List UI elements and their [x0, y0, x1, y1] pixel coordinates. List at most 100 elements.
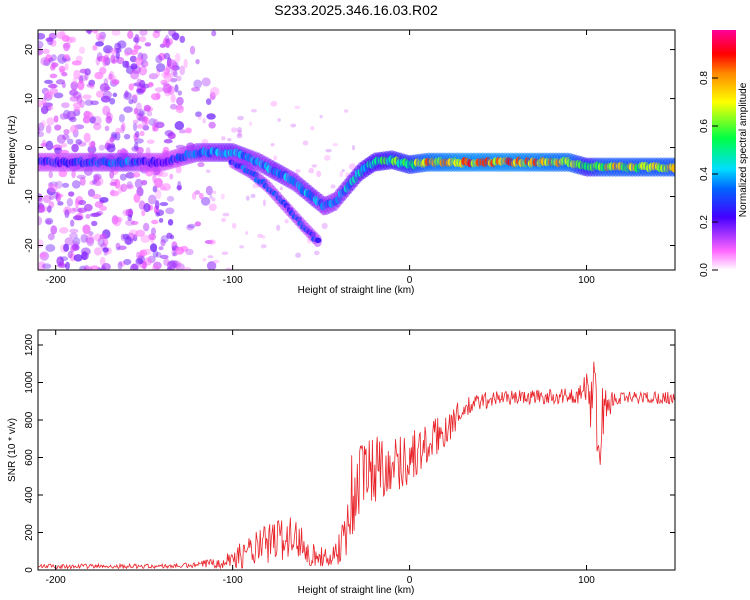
- spectrogram-noise-blob: [55, 79, 66, 85]
- spectrogram-noise-blob: [176, 185, 182, 191]
- spectrogram-noise-blob: [125, 60, 130, 69]
- spectrogram-noise-blob: [148, 73, 159, 80]
- spectrogram-noise-blob: [108, 70, 115, 81]
- spectrogram-noise-blob: [133, 107, 139, 115]
- spectrogram-noise-blob: [175, 105, 185, 114]
- spectrogram-noise-blob: [341, 169, 345, 173]
- spectrogram-noise-blob: [57, 201, 64, 206]
- spectrogram-noise-blob: [83, 132, 91, 143]
- spectrogram-noise-blob: [63, 129, 70, 135]
- spectrogram-noise-blob: [209, 239, 216, 245]
- spectrogram-noise-blob: [78, 46, 86, 54]
- spectrogram-noise-blob: [169, 173, 174, 180]
- spectrogram-noise-blob: [155, 211, 161, 217]
- spectrogram-noise-blob: [120, 124, 125, 134]
- spectrogram-noise-blob: [110, 54, 116, 64]
- spectrogram-noise-blob: [38, 239, 44, 249]
- spectrogram-noise-blob: [290, 123, 297, 128]
- spectrogram-noise-blob: [115, 50, 120, 60]
- snr-xtick-label: 0: [407, 575, 413, 586]
- spectrogram-noise-blob: [129, 55, 137, 63]
- colorbar-axes: 0.0 0.2 0.4 0.6 0.8: [699, 71, 718, 277]
- spectrogram-noise-blob: [186, 224, 195, 231]
- spectrogram-noise-blob: [89, 180, 95, 186]
- spectrogram-noise-blob: [70, 81, 79, 91]
- spectrogram-noise-blob: [171, 247, 177, 257]
- spectrogram-noise-blob: [93, 247, 102, 256]
- spectrogram-noise-blob: [38, 49, 44, 55]
- spectrogram-noise-blob: [179, 35, 186, 44]
- spectrogram-noise-blob: [163, 52, 171, 60]
- spectrogram-noise-blob: [148, 233, 157, 241]
- spectrogram-noise-blob: [120, 183, 128, 192]
- spectrogram-noise-blob: [50, 54, 57, 62]
- spectrogram-noise-blob: [50, 64, 56, 71]
- spectrogram-noise-blob: [54, 180, 63, 189]
- spectrogram-noise-blob: [69, 89, 78, 96]
- spectrogram-noise-blob: [69, 116, 77, 123]
- spectrogram-noise-blob: [136, 123, 144, 129]
- spectrogram-noise-blob: [132, 234, 138, 242]
- spectrogram-noise-blob: [114, 178, 121, 189]
- spectrogram-noise-blob: [69, 232, 78, 239]
- spectrogram-noise-blob: [199, 192, 204, 200]
- snr-ytick-label: 600: [24, 449, 35, 466]
- spectrogram-noise-blob: [158, 52, 166, 61]
- spectrogram-noise-blob: [167, 260, 177, 270]
- spectrogram-noise-blob: [155, 252, 162, 258]
- spectrogram-noise-blob: [141, 248, 152, 256]
- spectrogram-noise-blob: [200, 196, 211, 206]
- spectrogram-noise-blob: [109, 190, 120, 197]
- spectrogram-noise-blob: [201, 77, 211, 87]
- spectrogram-noise-blob: [330, 184, 336, 189]
- spectrogram-noise-blob: [109, 170, 115, 179]
- spectrogram-noise-blob: [45, 219, 52, 225]
- spectrogram-noise-blob: [194, 190, 201, 195]
- spectrogram-noise-blob: [207, 255, 214, 259]
- spectrogram-noise-blob: [154, 177, 163, 188]
- spectrogram-noise-blob: [82, 94, 92, 100]
- spectrogram-noise-blob: [294, 105, 301, 109]
- spectrogram-noise-blob: [77, 207, 88, 213]
- spectrogram-noise-blob: [132, 122, 138, 132]
- spectrogram-noise-blob: [206, 113, 216, 120]
- spectrogram-noise-blob: [117, 261, 123, 270]
- spectrogram-noise-blob: [194, 221, 202, 227]
- spectrogram-noise-blob: [172, 70, 178, 78]
- spectrogram-noise-blob: [82, 224, 91, 235]
- spectrogram-noise-blob: [250, 193, 256, 199]
- spectrogram-noise-blob: [125, 208, 134, 217]
- spectrogram-noise-blob: [155, 189, 162, 200]
- spectrogram-noise-blob: [165, 38, 170, 47]
- spectrogram-noise-blob: [175, 75, 182, 82]
- spectrogram-noise-blob: [236, 127, 243, 133]
- spectrogram-noise-blob: [72, 237, 81, 246]
- spectrogram-noise-blob: [130, 263, 139, 270]
- spectrogram-noise-blob: [106, 144, 116, 153]
- spectrogram-noise-blob: [61, 133, 70, 141]
- spectrogram-noise-blob: [59, 226, 69, 234]
- spectrogram-noise-blob: [85, 214, 91, 219]
- spectrogram-noise-blob: [120, 233, 125, 241]
- spectrogram-noise-blob: [171, 241, 178, 251]
- snr-ylabel: SNR (10 * v/v): [7, 418, 18, 482]
- colorbar-tick-label: 0.8: [699, 71, 710, 85]
- spectrogram-noise-blob: [129, 49, 139, 56]
- spectrogram-noise-blob: [64, 209, 70, 219]
- snr-xtick-label: -100: [223, 575, 243, 586]
- spectrogram-noise-blob: [316, 170, 322, 178]
- spectrogram-noise-blob: [125, 235, 132, 246]
- spectrogram-noise-blob: [79, 68, 88, 74]
- spectrogram-noise-blob: [47, 233, 55, 241]
- spectrogram-noise-blob: [136, 108, 146, 117]
- spectrogram-noise-blob: [103, 90, 112, 100]
- spectrogram-noise-blob: [56, 31, 66, 40]
- colorbar-tick-label: 0.4: [699, 167, 710, 181]
- spectrogram-noise-blob: [159, 201, 169, 207]
- spectrogram-noise-blob: [183, 58, 188, 69]
- colorbar-tick-label: 0.2: [699, 215, 710, 229]
- spectrogram-noise-blob: [150, 93, 161, 101]
- spectrogram-noise-blob: [191, 192, 197, 200]
- spectrogram-noise-blob: [174, 53, 181, 63]
- spectrogram-noise-blob: [249, 121, 253, 126]
